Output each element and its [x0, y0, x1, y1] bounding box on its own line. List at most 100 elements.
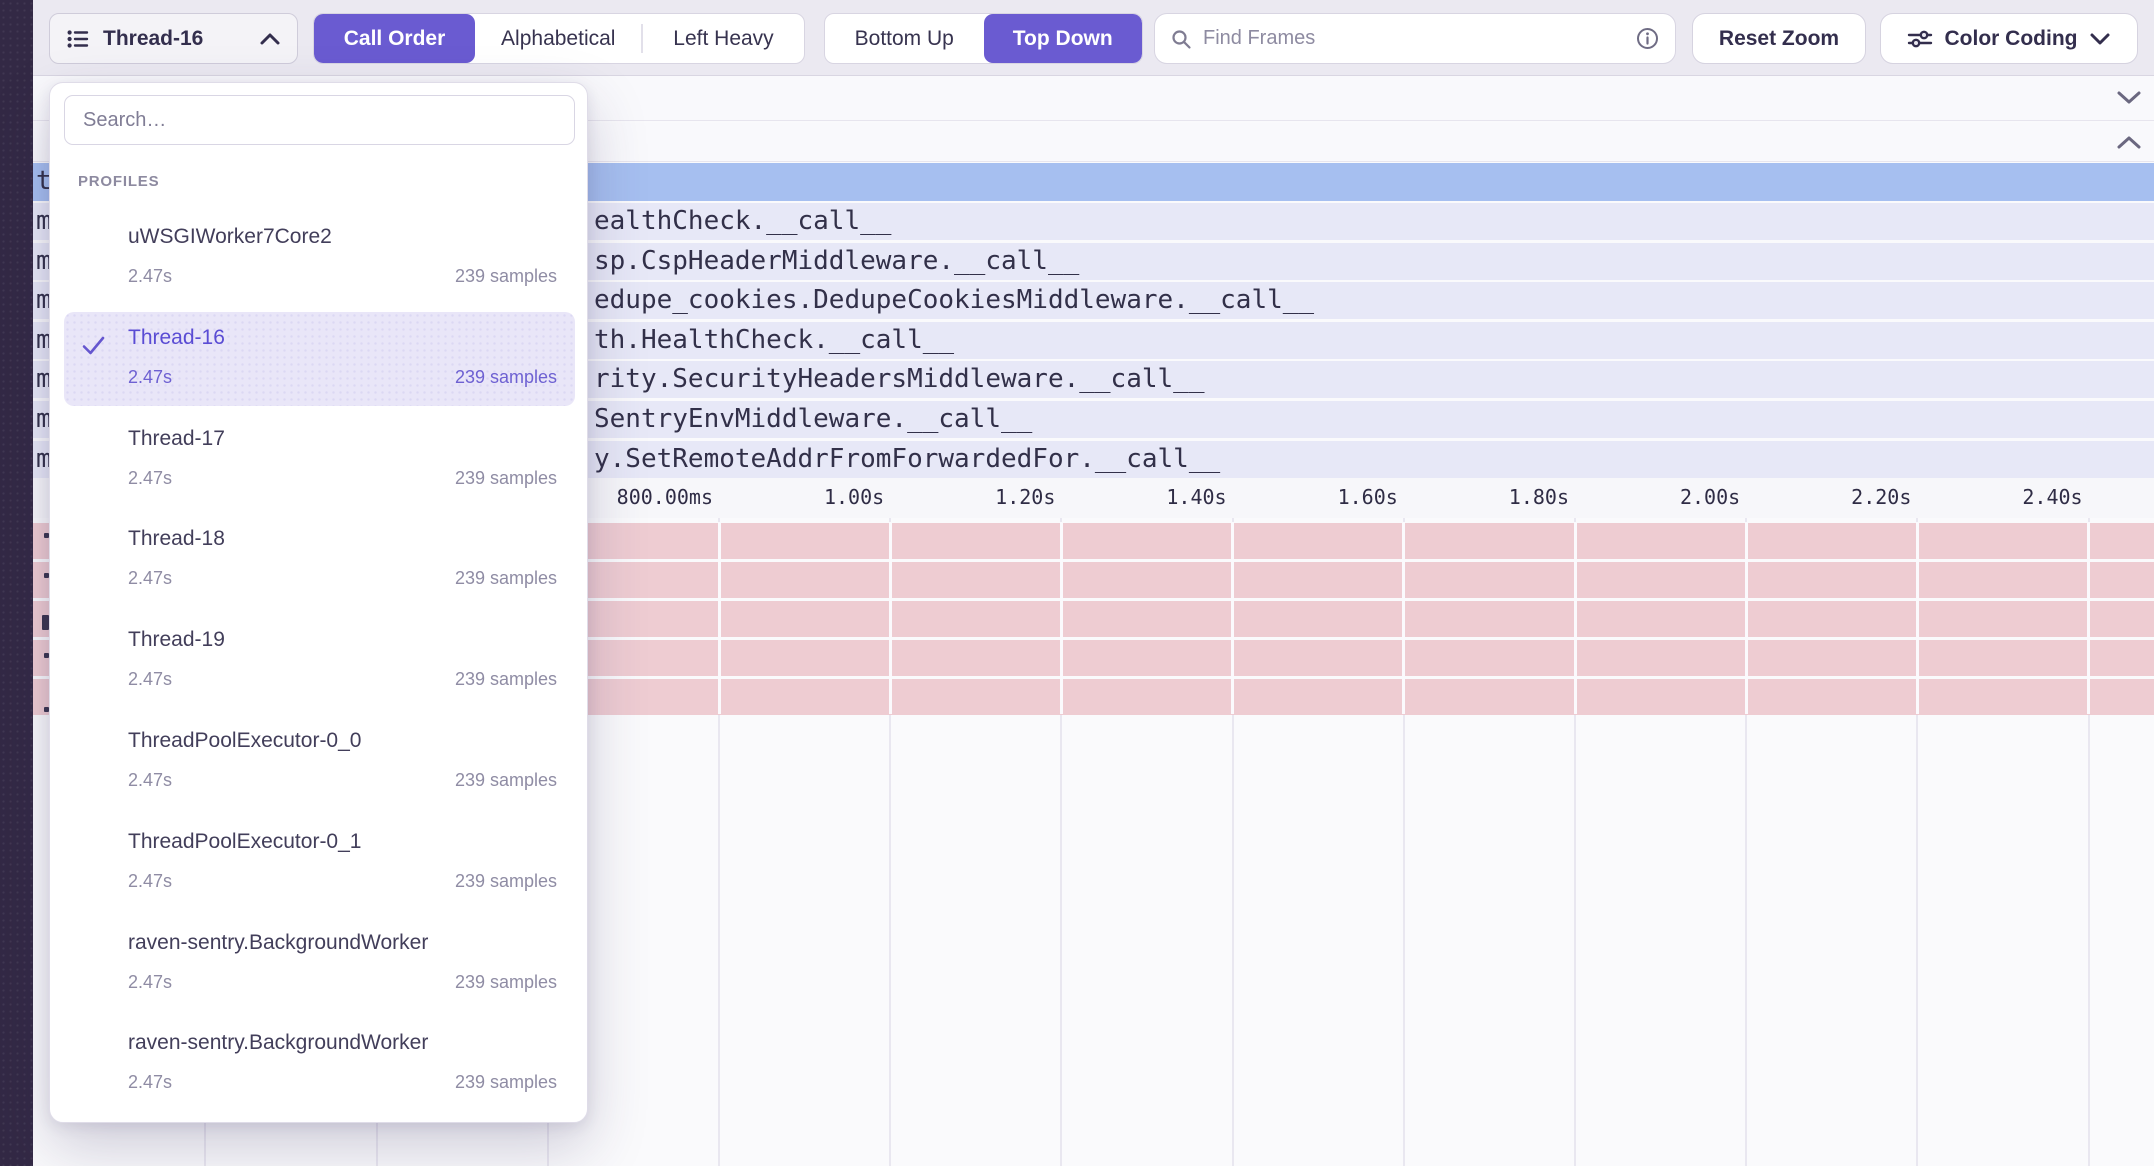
profile-list-item[interactable]: Thread-19 2.47s 239 samples	[50, 614, 587, 714]
axis-tick-label: 1.40s	[1166, 485, 1227, 509]
frame-label: th.HealthCheck.__call__	[594, 324, 955, 355]
profiles-search-input[interactable]	[64, 95, 575, 145]
color-coding-button[interactable]: Color Coding	[1880, 13, 2138, 64]
gridline	[718, 478, 720, 1166]
clipped-frame-letter: m	[36, 245, 52, 276]
clipped-frame-letter: t	[36, 166, 52, 196]
tab-call-order[interactable]: Call Order	[314, 14, 476, 63]
search-icon	[1170, 28, 1192, 50]
profile-duration: 2.47s	[128, 1072, 173, 1093]
clipped-frame-letter: m	[36, 206, 52, 236]
profile-duration: 2.47s	[128, 366, 173, 387]
frame-label: sp.CspHeaderMiddleware.__call__	[594, 245, 1080, 276]
info-icon[interactable]	[1635, 26, 1660, 51]
app-sidebar-edge	[0, 0, 33, 1166]
gridline	[1231, 478, 1234, 1166]
reset-zoom-button[interactable]: Reset Zoom	[1692, 13, 1866, 64]
profiles-section-label: PROFILES	[78, 173, 160, 190]
frame-label: SentryEnvMiddleware.__call__	[594, 404, 1033, 434]
profile-duration: 2.47s	[128, 971, 173, 992]
axis-tick-label: 1.00s	[823, 485, 885, 509]
profile-list-item[interactable]: ThreadPoolExecutor-0_1 2.47s 239 samples	[50, 816, 587, 916]
profile-sample-count: 239 samples	[454, 467, 557, 488]
gridline	[2087, 478, 2090, 1166]
gridline-overlay	[1402, 522, 1406, 714]
gridline-overlay	[1573, 522, 1577, 714]
profile-sample-count: 239 samples	[454, 568, 557, 589]
gridline	[1574, 478, 1576, 1166]
axis-tick-label: 2.40s	[2022, 485, 2083, 509]
chevron-down-icon[interactable]	[2114, 85, 2144, 111]
profile-name: Thread-18	[128, 527, 225, 551]
profile-list-item[interactable]: Thread-16 2.47s 239 samples	[50, 311, 587, 412]
tab-top-down[interactable]: Top Down	[983, 14, 1142, 63]
clipped-frame-letter: m	[36, 324, 52, 355]
thread-selector-button[interactable]: Thread-16	[49, 13, 298, 64]
toolbar: Thread-16 Call Order Alphabetical Left H…	[33, 0, 2154, 76]
clipped-frame-fragment	[42, 615, 49, 630]
chevron-down-icon	[2089, 32, 2111, 46]
frame-label: rity.SecurityHeadersMiddleware.__call__	[594, 364, 1205, 395]
reset-zoom-label: Reset Zoom	[1718, 26, 1840, 50]
profile-list-item[interactable]: uWSGIWorker7Core2 2.47s 239 samples	[50, 211, 587, 311]
profile-list-item[interactable]: ThreadPoolExecutor-0_0 2.47s 239 samples	[50, 715, 587, 815]
axis-tick-label: 2.20s	[1851, 485, 1912, 509]
axis-tick-label: 1.20s	[995, 485, 1056, 509]
clipped-frame-fragment	[44, 653, 49, 658]
profile-duration: 2.47s	[128, 467, 173, 488]
tab-alphabetical[interactable]: Alphabetical	[501, 26, 616, 50]
profiles-dropdown-panel: PROFILES uWSGIWorker7Core2 2.47s 239 sampl…	[49, 82, 588, 1123]
list-icon	[66, 27, 90, 51]
gridline	[1916, 478, 1919, 1166]
profile-sample-count: 239 samples	[454, 870, 557, 891]
gridline-overlay	[1059, 522, 1063, 714]
frame-label: edupe_cookies.DedupeCookiesMiddleware.__…	[594, 285, 1315, 316]
profile-sample-count: 239 samples	[454, 669, 557, 690]
clipped-frame-letter: m	[36, 443, 52, 474]
profile-list-item[interactable]: raven-sentry.BackgroundWorker 2.47s 239 sa…	[50, 1017, 587, 1117]
clipped-frame-letter: m	[36, 285, 52, 316]
find-frames-search	[1154, 13, 1676, 64]
direction-segmented-control: Bottom Up Top Down	[824, 13, 1143, 64]
axis-tick-label: 1.80s	[1508, 485, 1569, 509]
gridline	[1060, 478, 1063, 1166]
profile-list-item[interactable]: raven-sentry.BackgroundWorker 2.47s 239 sa…	[50, 917, 587, 1017]
axis-tick-label: 800.00ms	[616, 485, 713, 509]
profile-sample-count: 239 samples	[454, 971, 557, 992]
gridline-overlay	[2087, 522, 2091, 714]
profile-list-item[interactable]: Thread-17 2.47s 239 samples	[50, 413, 587, 513]
gridline	[1402, 478, 1405, 1166]
clipped-frame-letter: m	[36, 404, 52, 434]
tab-left-heavy[interactable]: Left Heavy	[673, 26, 774, 50]
frame-label: ealthCheck.__call__	[594, 206, 892, 236]
gridline-overlay	[717, 522, 721, 714]
profile-name: ThreadPoolExecutor-0_0	[128, 729, 362, 752]
profile-name: raven-sentry.BackgroundWorker	[128, 930, 429, 954]
color-coding-label: Color Coding	[1944, 26, 2078, 50]
frame-label: y.SetRemoteAddrFromForwardedFor.__call__	[594, 443, 1221, 474]
clipped-frame-letter: m	[36, 364, 52, 395]
find-frames-input[interactable]	[1203, 27, 1624, 50]
profile-duration: 2.47s	[128, 669, 173, 690]
tab-bottom-up[interactable]: Bottom Up	[854, 26, 954, 50]
clipped-frame-fragment	[44, 573, 49, 578]
gridline	[1745, 478, 1748, 1166]
profile-sample-count: 239 samples	[454, 366, 557, 387]
gridline-overlay	[1744, 522, 1748, 714]
clipped-frame-fragment	[44, 707, 49, 712]
profile-sample-count: 239 samples	[454, 770, 557, 790]
chevron-up-icon[interactable]	[2114, 129, 2144, 155]
profile-duration: 2.47s	[128, 568, 173, 589]
profile-sample-count: 239 samples	[454, 1072, 557, 1093]
profile-name: Thread-19	[128, 628, 225, 652]
axis-tick-label: 1.60s	[1337, 485, 1398, 509]
selected-item-background	[64, 311, 575, 406]
profile-name: uWSGIWorker7Core2	[128, 225, 332, 248]
gridline	[889, 478, 892, 1166]
profile-duration: 2.47s	[128, 266, 173, 286]
chevron-up-icon	[259, 32, 281, 46]
sort-order-segmented-control: Call Order Alphabetical Left Heavy	[313, 13, 805, 64]
gridline-overlay	[888, 522, 892, 714]
profile-duration: 2.47s	[128, 770, 173, 790]
profile-list-item[interactable]: Thread-18 2.47s 239 samples	[50, 513, 587, 613]
